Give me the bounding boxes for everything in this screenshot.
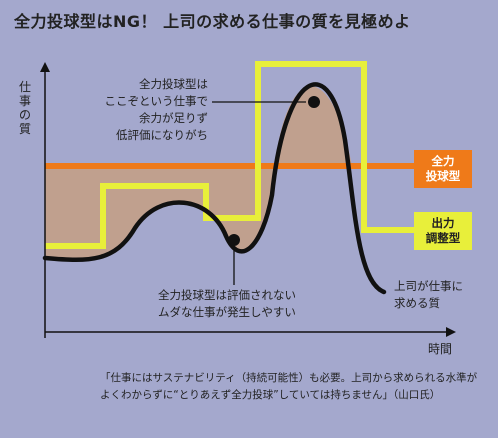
annotation-line: 低評価になりがち <box>116 128 208 142</box>
annotation-line: 求める質 <box>394 296 440 310</box>
trough-annotation: 全力投球型は評価されない ムダな仕事が発生しやすい <box>158 287 296 321</box>
required-quality-curve <box>42 82 387 295</box>
y-axis-arrow <box>40 62 50 72</box>
legend-full-effort: 全力 投球型 <box>414 150 472 188</box>
annotation-line: 全力投球型は評価されない <box>158 288 296 302</box>
x-axis-label: 時間 <box>428 342 453 356</box>
trough-marker-dot <box>228 234 240 246</box>
annotation-line: 上司が仕事に <box>394 279 463 293</box>
legend-line: 全力 <box>431 154 455 168</box>
annotation-line: ここぞという仕事で <box>104 94 209 108</box>
page-title: 全力投球型はNG！ 上司の求める仕事の質を見極めよ <box>14 12 411 31</box>
peak-annotation: 全力投球型は ここぞという仕事で 余力が足りず 低評価になりがち <box>105 76 209 144</box>
legend-line: 調整型 <box>425 231 461 245</box>
curve-annotation: 上司が仕事に 求める質 <box>394 278 463 312</box>
adjusted-output-line <box>45 61 414 249</box>
annotation-line: 全力投球型は <box>139 77 208 91</box>
legend-line: 出力 <box>431 216 455 230</box>
annotation-line: ムダな仕事が発生しやすい <box>158 305 296 319</box>
annotation-line: 余力が足りず <box>139 111 208 125</box>
y-axis-label: 仕事の質 <box>18 80 31 136</box>
quote-text: 「仕事にはサステナビリティ（持続可能性）も必要。上司から求められる水準がよくわか… <box>100 372 478 401</box>
legend-adjusted: 出力 調整型 <box>414 212 472 250</box>
legend-line: 投球型 <box>425 169 461 183</box>
x-axis-arrow <box>446 327 456 337</box>
peak-marker-dot <box>308 96 320 108</box>
